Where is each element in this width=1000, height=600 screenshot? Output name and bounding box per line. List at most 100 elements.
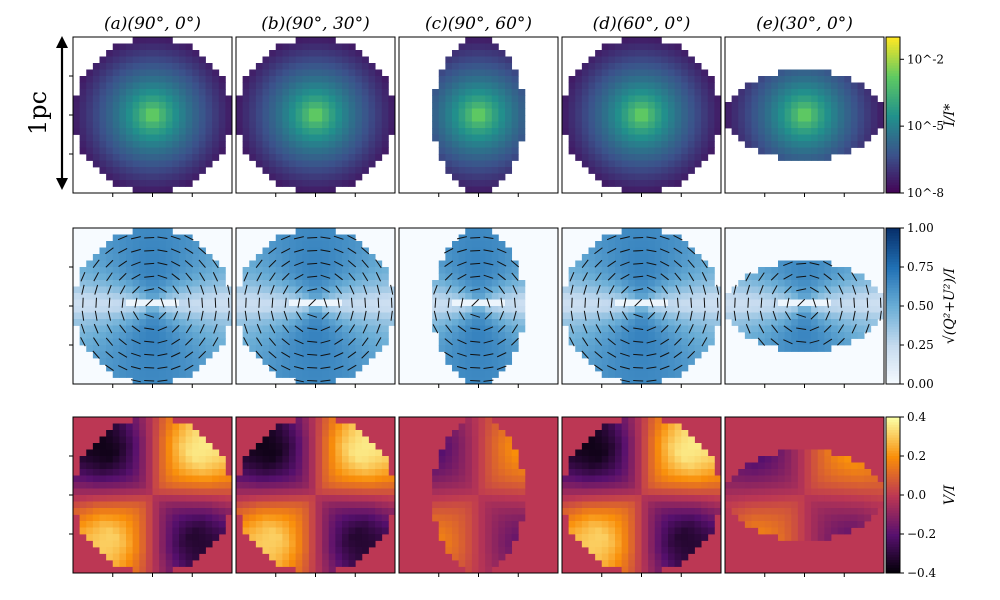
pixel bbox=[262, 260, 270, 268]
pixel bbox=[79, 293, 87, 300]
pixel bbox=[575, 69, 583, 77]
pixel bbox=[758, 280, 766, 287]
pixel bbox=[562, 108, 570, 116]
pixel bbox=[804, 280, 812, 287]
pixel bbox=[784, 154, 792, 161]
pixel bbox=[641, 69, 649, 77]
pixel bbox=[165, 417, 173, 424]
pixel bbox=[877, 108, 885, 116]
pixel bbox=[784, 293, 792, 300]
pixel bbox=[575, 338, 583, 346]
pixel bbox=[262, 495, 270, 502]
polarization-vector bbox=[852, 310, 856, 321]
polarization-vector bbox=[119, 285, 126, 295]
pixel bbox=[628, 345, 636, 352]
polarization-vector bbox=[483, 286, 493, 293]
pixel bbox=[478, 108, 486, 116]
pixel bbox=[621, 56, 629, 64]
pixel bbox=[145, 469, 153, 476]
pixel bbox=[192, 102, 200, 109]
pixel bbox=[99, 475, 107, 483]
pixel bbox=[478, 43, 486, 51]
pixel bbox=[225, 102, 233, 109]
pixel bbox=[119, 147, 127, 155]
pixel bbox=[562, 102, 570, 109]
pixel bbox=[601, 76, 609, 83]
polarization-vector bbox=[583, 310, 587, 321]
pixel bbox=[621, 141, 629, 148]
polarization-vector bbox=[673, 351, 683, 359]
pixel bbox=[778, 260, 786, 268]
pixel bbox=[491, 50, 499, 57]
pixel bbox=[771, 102, 779, 109]
pixel bbox=[112, 260, 120, 268]
pixel bbox=[165, 514, 173, 522]
pixel bbox=[438, 95, 446, 103]
pixel bbox=[438, 89, 446, 96]
pixel bbox=[744, 306, 752, 313]
polarization-vector bbox=[94, 284, 99, 295]
pixel bbox=[165, 312, 173, 320]
pixel bbox=[205, 351, 213, 359]
pixel bbox=[634, 50, 642, 57]
pixel bbox=[192, 495, 200, 502]
pixel bbox=[668, 147, 676, 155]
pixel bbox=[674, 115, 682, 122]
pixel bbox=[601, 254, 609, 261]
pixel bbox=[654, 173, 662, 181]
pixel bbox=[601, 234, 609, 242]
pixel bbox=[758, 306, 766, 313]
pixel bbox=[179, 319, 187, 326]
pixel bbox=[778, 154, 786, 161]
pixel bbox=[139, 540, 147, 548]
pixel bbox=[608, 332, 616, 339]
pixel bbox=[139, 247, 147, 255]
pixel bbox=[269, 141, 277, 148]
pixel bbox=[641, 147, 649, 155]
pixel bbox=[601, 371, 609, 378]
pixel bbox=[165, 180, 173, 187]
pixel bbox=[218, 319, 226, 326]
pixel bbox=[608, 306, 616, 313]
pixel bbox=[628, 286, 636, 294]
pixel bbox=[844, 267, 852, 274]
pixel bbox=[438, 128, 446, 135]
pixel bbox=[478, 89, 486, 96]
pixel bbox=[368, 462, 376, 470]
polarization-vector bbox=[457, 273, 467, 280]
pixel bbox=[112, 267, 120, 274]
pixel bbox=[165, 173, 173, 181]
polarization-vector bbox=[171, 324, 180, 333]
polarization-vector bbox=[470, 262, 481, 265]
pixel bbox=[361, 488, 369, 496]
pixel bbox=[185, 527, 193, 535]
pixel bbox=[751, 280, 759, 287]
pixel bbox=[295, 423, 303, 431]
pixel bbox=[152, 501, 160, 509]
pixel bbox=[432, 319, 440, 326]
pixel bbox=[302, 449, 310, 457]
pixel bbox=[262, 488, 270, 496]
pixel bbox=[145, 371, 153, 378]
pixel bbox=[694, 154, 702, 161]
polarization-vector bbox=[361, 247, 370, 255]
pixel bbox=[505, 319, 513, 326]
column-title: (c)(90°, 60°) bbox=[425, 14, 532, 34]
pixel bbox=[498, 134, 506, 142]
pixel bbox=[791, 332, 799, 339]
pixel bbox=[172, 345, 180, 352]
pixel bbox=[791, 121, 799, 129]
pixel bbox=[628, 180, 636, 187]
pixel bbox=[588, 56, 596, 64]
polarization-vector bbox=[212, 337, 219, 347]
pixel bbox=[844, 128, 852, 135]
pixel bbox=[381, 76, 389, 83]
pixel bbox=[581, 89, 589, 96]
polarization-vector bbox=[619, 379, 630, 383]
pixel bbox=[857, 95, 865, 103]
pixel bbox=[797, 345, 805, 352]
polarization-vector bbox=[646, 339, 657, 344]
pixel bbox=[86, 534, 94, 541]
pixel bbox=[282, 141, 290, 148]
pixel bbox=[831, 293, 839, 300]
